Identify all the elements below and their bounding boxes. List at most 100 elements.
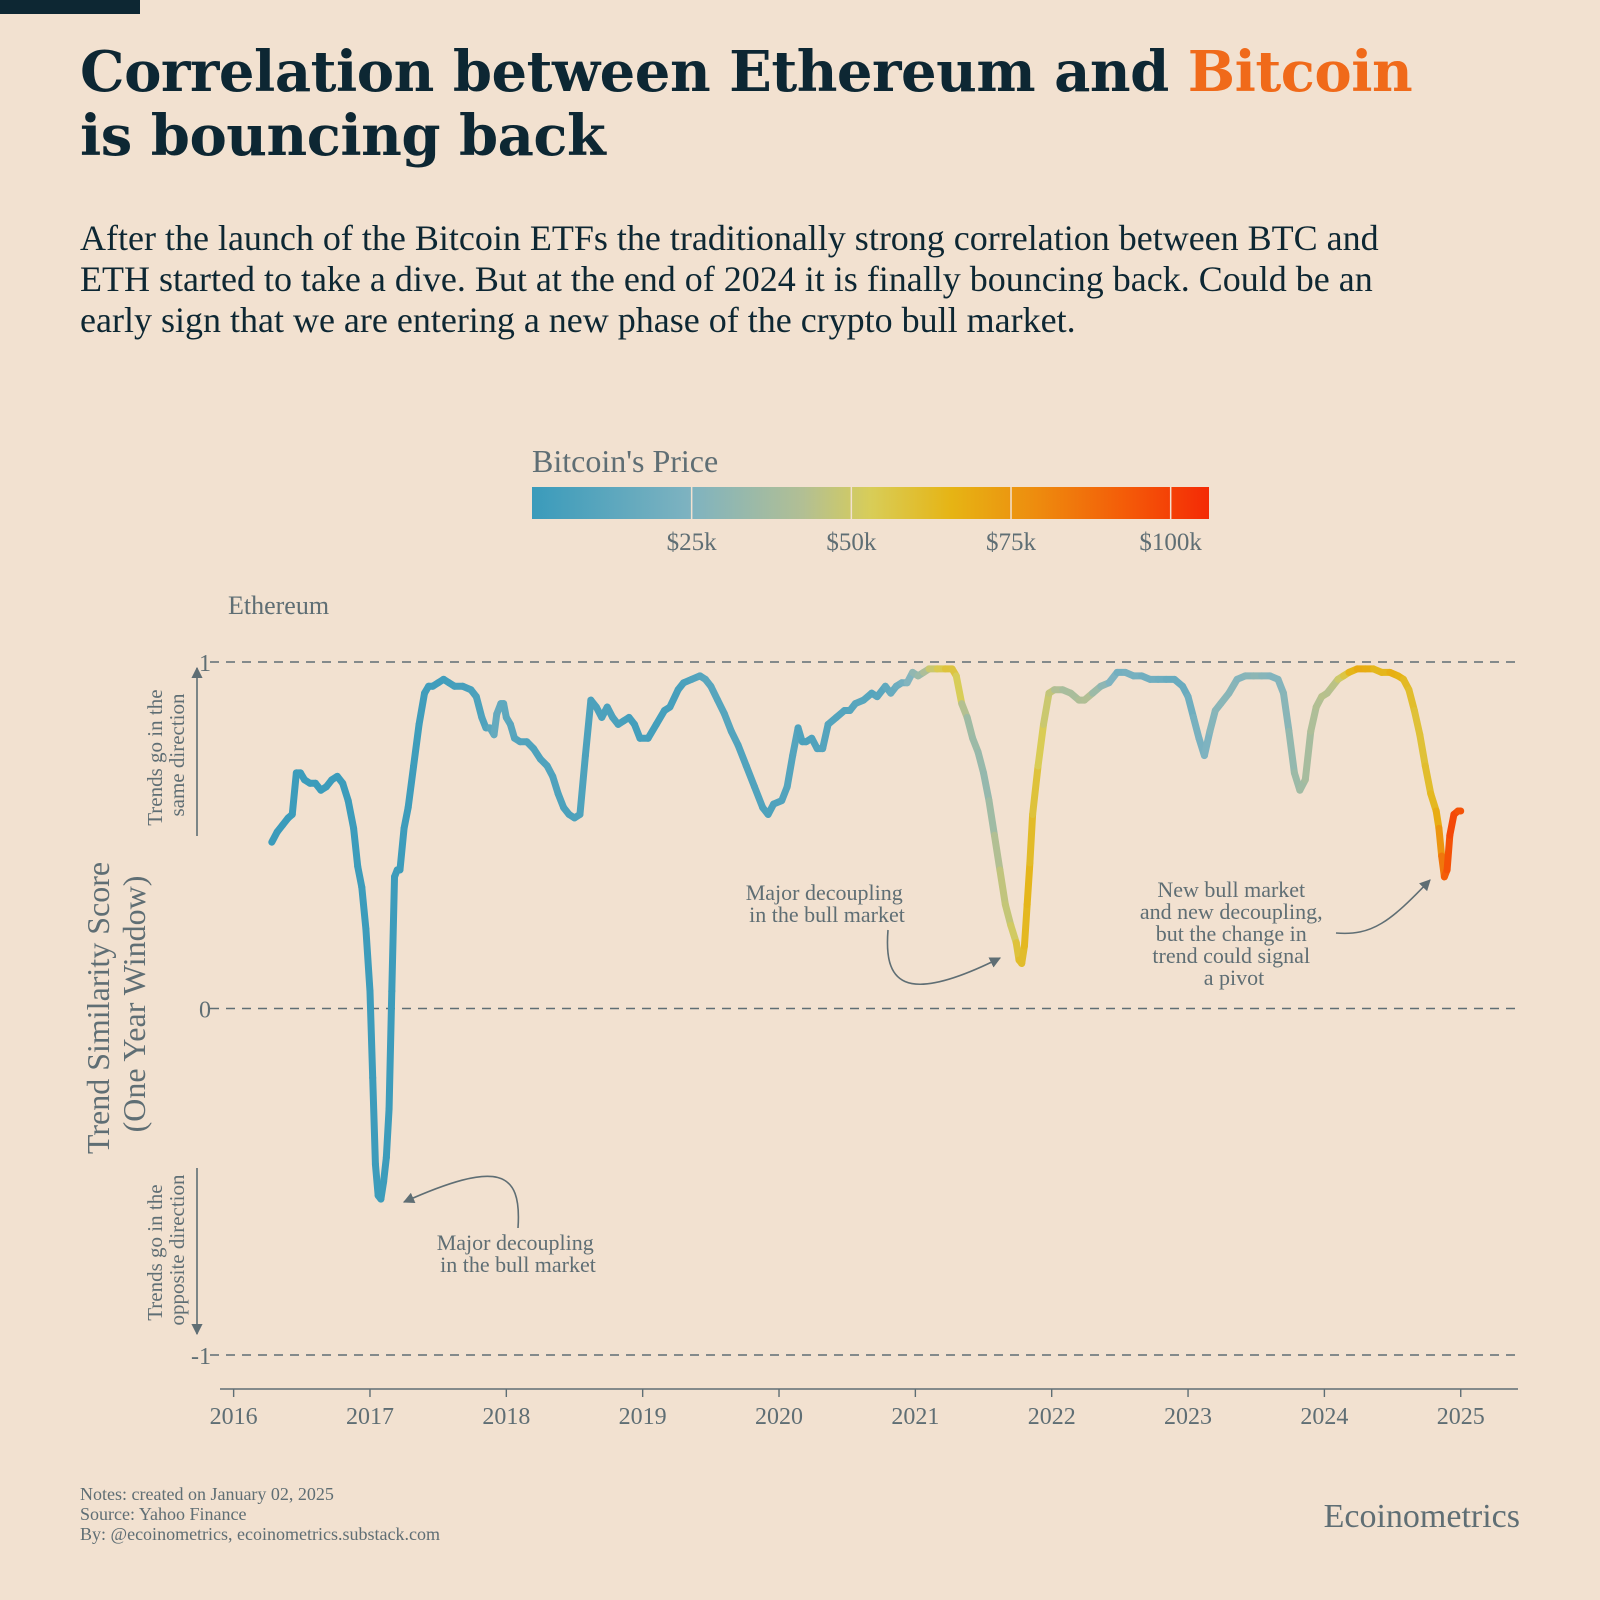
line-segment — [1435, 824, 1446, 860]
annotation-2017: Major decoupling in the bull market — [402, 1175, 600, 1277]
line-segment — [1020, 901, 1031, 950]
up-direction-label: Trends go in the same direction — [143, 684, 189, 826]
line-segment — [472, 693, 486, 721]
x-tick-label: 2025 — [1437, 1404, 1485, 1430]
colorbar — [532, 487, 1209, 519]
x-tick-label: 2019 — [619, 1404, 667, 1430]
colorbar-tick-label: $100k — [1139, 529, 1202, 556]
line-segment — [581, 696, 595, 760]
line-segment — [742, 762, 758, 791]
line-segment — [344, 797, 358, 832]
line-segment — [410, 720, 423, 770]
x-tick-label: 2023 — [1164, 1404, 1212, 1430]
line-segment — [980, 769, 993, 805]
gridlines: 1 0 -1 — [191, 651, 1518, 1370]
colorbar-ticks: $25k $50k $75k $100k — [667, 487, 1202, 556]
line-segment — [783, 752, 797, 791]
x-tick-label: 2020 — [755, 1404, 803, 1430]
line-segment — [1001, 901, 1015, 929]
line-segment — [576, 752, 589, 818]
x-tick-label: 2024 — [1300, 1404, 1348, 1430]
line-segment — [819, 720, 832, 753]
annotation-2024-arrow — [1335, 879, 1431, 935]
title-accent: Bitcoin — [1187, 39, 1413, 105]
line-segment — [734, 741, 750, 770]
line-segment — [1443, 831, 1454, 874]
line-segment — [400, 804, 412, 832]
line-segment — [396, 824, 408, 874]
y-tick-label: 1 — [199, 651, 211, 677]
line-segment — [1301, 727, 1315, 784]
annotation-2024-line5: a pivot — [1204, 965, 1265, 990]
title-part1: Correlation between Ethereum and — [80, 39, 1188, 105]
line-segment — [952, 672, 966, 708]
annotation-2021: Major decoupling in the bull market — [746, 880, 1002, 986]
x-tick-label: 2021 — [891, 1404, 939, 1430]
colorbar-tick-label: $50k — [826, 529, 877, 556]
series-label: Ethereum — [228, 591, 329, 620]
x-tick-label: 2017 — [346, 1404, 394, 1430]
colorbar-tick-label: $75k — [986, 529, 1037, 556]
line-segment — [990, 831, 1004, 874]
line-segment — [963, 713, 977, 742]
footer-notes: Notes: created on January 02, 2025 Sourc… — [80, 1484, 440, 1544]
x-tick-label: 2016 — [210, 1404, 258, 1430]
annotation-2024-line1: New bull market — [1157, 877, 1305, 902]
annotation-2024-line2: and new decoupling, — [1140, 899, 1323, 924]
page-title: Correlation between Ethereum and Bitcoin… — [80, 40, 1520, 168]
line-segment — [996, 866, 1009, 909]
footer-author: By: @ecoinometrics, ecoinometrics.substa… — [80, 1524, 440, 1544]
line-segment — [1446, 810, 1458, 839]
line-segment — [366, 987, 377, 1082]
down-direction-label-line2: opposite direction — [165, 1174, 189, 1326]
colorbar-title: Bitcoin's Price — [532, 443, 718, 479]
annotation-2017-arrow — [402, 1175, 520, 1229]
line-segment — [1285, 727, 1298, 777]
x-axis: 2016 2017 2018 2019 2020 2021 2022 2023 2024 2025 — [210, 1388, 1518, 1430]
annotation-2017-line1: Major decoupling — [437, 1230, 594, 1255]
line-segment — [1410, 707, 1424, 739]
subtitle: After the launch of the Bitcoin ETFs the… — [80, 218, 1379, 340]
line-segment — [1190, 713, 1203, 742]
title-part2: is bouncing back — [80, 103, 606, 169]
colorbar-tick-label: $25k — [667, 529, 718, 556]
line-segment — [1034, 720, 1048, 770]
line-segment — [1405, 686, 1418, 715]
x-tick-label: 2018 — [482, 1404, 530, 1430]
top-accent-bar — [0, 0, 140, 14]
line-segment — [382, 1105, 393, 1161]
line-segment — [380, 1153, 390, 1186]
y-tick-label: -1 — [191, 1344, 211, 1370]
line-segment — [371, 1160, 382, 1200]
annotation-2024-line4: trend could signal — [1152, 943, 1310, 968]
down-direction-label-line1: Trends go in the — [143, 1184, 167, 1320]
line-segment — [385, 987, 396, 1113]
annotation-2017-text: Major decoupling in the bull market — [437, 1230, 600, 1277]
line-segment — [985, 797, 998, 839]
line-segment — [1184, 693, 1197, 721]
line-segment — [1421, 762, 1435, 798]
line-segment — [1200, 727, 1214, 760]
line-segment — [388, 873, 399, 995]
up-direction-label-line1: Trends go in the — [143, 689, 167, 825]
footer-note-created: Notes: created on January 02, 2025 — [80, 1484, 334, 1504]
y-tick-label: 0 — [199, 998, 211, 1024]
line-segment — [974, 748, 988, 777]
ethereum-correlation-line — [268, 665, 1465, 1203]
annotation-2021-line1: Major decoupling — [746, 880, 903, 905]
x-tick-label: 2022 — [1028, 1404, 1076, 1430]
line-segment — [1040, 689, 1053, 728]
line-segment — [415, 689, 429, 728]
annotation-2024-line3: but the change in — [1156, 921, 1307, 946]
up-direction-label-line2: same direction — [165, 693, 189, 817]
line-segment — [362, 925, 374, 995]
line-segment — [1029, 762, 1042, 818]
line-segment — [354, 862, 366, 891]
y-axis-title: Trend Similarity Score (One Year Window) — [80, 854, 152, 1154]
down-direction-label: Trends go in the opposite direction — [143, 1174, 189, 1326]
line-segment — [358, 883, 370, 933]
line-segment — [1279, 689, 1293, 735]
annotation-2024: New bull market and new decoupling, but … — [1140, 877, 1431, 990]
annotation-2024-text: New bull market and new decoupling, but … — [1140, 877, 1328, 990]
